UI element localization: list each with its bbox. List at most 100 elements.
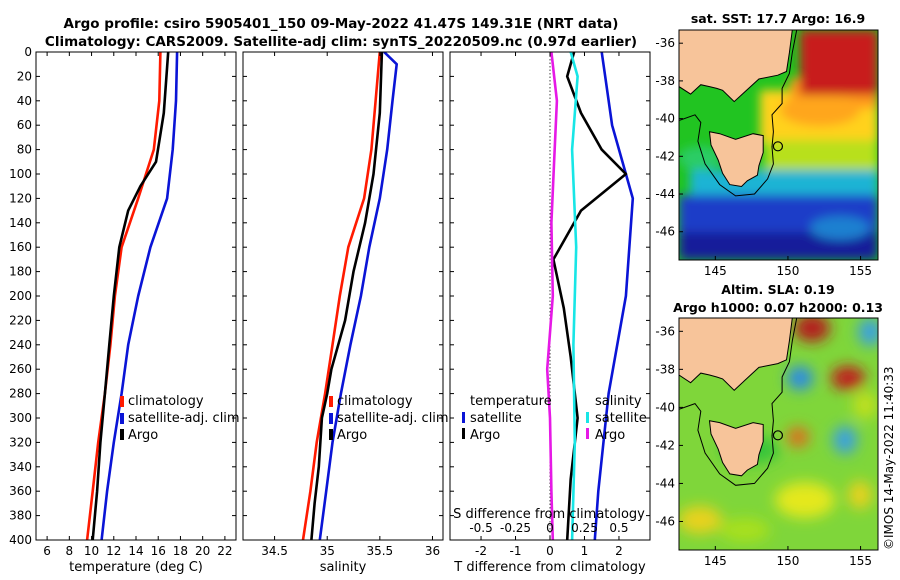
series-temperature-satellite (593, 52, 635, 540)
series-argo (91, 52, 170, 540)
series-salinity-argo (545, 52, 559, 540)
y-tick-label: 380 (9, 509, 32, 523)
temperature-panel: 0 20 40 60 80 100 120 140 160 180 200 220 240 260 280 3… (9, 45, 240, 575)
sst-map-title: sat. SST: 17.7 Argo: 16.9 (691, 11, 865, 26)
x-tick-label: 20 (195, 544, 210, 558)
legend-argo-swatch (329, 429, 333, 440)
y-tick-label: 0 (24, 45, 32, 59)
top-tick-label: -0.5 (469, 521, 492, 535)
y-tick-label: 400 (9, 533, 32, 547)
temperature-xlabel: temperature (deg C) (69, 560, 203, 575)
series-salinity-satellite (569, 52, 579, 540)
x-tick-label: 35.5 (366, 544, 393, 558)
x-tick-label: 34.5 (261, 544, 288, 558)
difference-legend: temperature satellite Argo salinity sate… (462, 394, 647, 443)
temperature-legend: climatology satellite-adj. clim Argo (120, 394, 240, 443)
y-tick-label: 320 (9, 435, 32, 449)
y-tick-label: -36 (655, 36, 675, 50)
x-tick-label: 22 (217, 544, 232, 558)
t-diff-xlabel: T difference from climatology (453, 560, 646, 575)
plot-frame (35, 51, 237, 541)
x-tick-label: 145 (704, 264, 727, 278)
legend-t-argo-swatch (462, 428, 465, 439)
sla-map: Altim. SLA: 0.19 Argo h1000: 0.07 h2000:… (655, 282, 883, 568)
title-line-1: Argo profile: csiro 5905401_150 09-May-2… (64, 16, 619, 32)
sst-field (679, 30, 878, 260)
x-tick-label: -1 (510, 544, 522, 558)
mainland (679, 318, 793, 391)
y-tick-label: -40 (655, 400, 675, 414)
map-frame (678, 317, 879, 551)
title-line-2: Climatology: CARS2009. Satellite-adj cli… (45, 34, 637, 50)
y-tick-label: 220 (9, 313, 32, 327)
legend-t-satellite-swatch (462, 412, 465, 423)
y-tick-label: 60 (17, 118, 32, 132)
y-tick-label: -46 (655, 225, 675, 239)
map-frame (678, 29, 879, 261)
shelf-contour (679, 30, 798, 197)
s-diff-xlabel: S difference from climatology (453, 507, 645, 522)
legend-t-argo: Argo (470, 428, 500, 443)
x-tick-label: 6 (43, 544, 51, 558)
y-tick-label: -44 (655, 187, 675, 201)
legend-satellite: satellite-adj. clim (128, 411, 240, 426)
series-satellite-adj-clim (318, 52, 399, 540)
series-satellite-adj-clim (100, 52, 179, 540)
sla-map-subtitle: Argo h1000: 0.07 h2000: 0.13 (673, 300, 883, 315)
y-tick-label: 300 (9, 411, 32, 425)
x-tick-label: 145 (704, 554, 727, 568)
x-tick-label: 12 (106, 544, 121, 558)
x-tick-label: 35 (320, 544, 335, 558)
y-tick-label: 40 (17, 94, 32, 108)
y-tick-label: 200 (9, 289, 32, 303)
x-tick-label: 10 (84, 544, 99, 558)
salinity-legend: climatology satellite-adj. clim Argo (329, 394, 449, 443)
legend-s-satellite-swatch (586, 412, 589, 423)
x-tick-label: 150 (776, 264, 799, 278)
legend-climatology: climatology (128, 394, 204, 409)
x-tick-label: 14 (128, 544, 143, 558)
x-tick-label: 18 (173, 544, 188, 558)
plot-frame (242, 51, 444, 541)
legend-temperature-title: temperature (470, 394, 552, 409)
series-temperature-argo (552, 52, 628, 540)
sst-map: sat. SST: 17.7 Argo: 16.9 145 150 155 -36 -3… (655, 11, 879, 278)
legend-argo-swatch (120, 429, 124, 440)
x-tick-label: 36 (425, 544, 440, 558)
y-tick-label: 240 (9, 338, 32, 352)
tasmania (708, 420, 764, 477)
legend-s-argo: Argo (595, 428, 625, 443)
legend-s-argo-swatch (586, 428, 589, 439)
salinity-panel: 34.5 35 35.5 36 salinity climatology satell… (242, 51, 449, 575)
legend-climatology-swatch (329, 396, 333, 407)
top-tick-label: 0 (546, 521, 554, 535)
x-tick-label: 0 (546, 544, 554, 558)
top-tick-label: 0.25 (571, 521, 598, 535)
y-tick-label: 140 (9, 216, 32, 230)
y-tick-label: -42 (655, 438, 675, 452)
tasmania (708, 131, 764, 188)
y-tick-label: 280 (9, 387, 32, 401)
legend-salinity-title: salinity (595, 394, 642, 409)
shelf-contour (679, 318, 798, 486)
y-tick-label: -42 (655, 149, 675, 163)
y-tick-label: 160 (9, 240, 32, 254)
x-tick-label: 155 (849, 554, 872, 568)
y-tick-label: -36 (655, 324, 675, 338)
series-climatology (301, 52, 382, 540)
x-tick-label: 155 (849, 264, 872, 278)
x-tick-label: 150 (776, 554, 799, 568)
top-tick-label: -0.25 (500, 521, 531, 535)
legend-satellite-swatch (329, 413, 333, 424)
y-tick-label: -38 (655, 74, 675, 88)
difference-panel: -2 -1 0 1 2 -0.5 -0.25 0 0.25 0.5 T difference fr… (449, 51, 651, 575)
y-tick-label: -40 (655, 112, 675, 126)
y-tick-label: 180 (9, 265, 32, 279)
x-tick-label: 1 (581, 544, 589, 558)
legend-argo: Argo (128, 428, 158, 443)
y-tick-label: 20 (17, 69, 32, 83)
x-tick-label: 2 (615, 544, 623, 558)
y-tick-label: -46 (655, 514, 675, 528)
top-tick-label: 0.5 (609, 521, 628, 535)
